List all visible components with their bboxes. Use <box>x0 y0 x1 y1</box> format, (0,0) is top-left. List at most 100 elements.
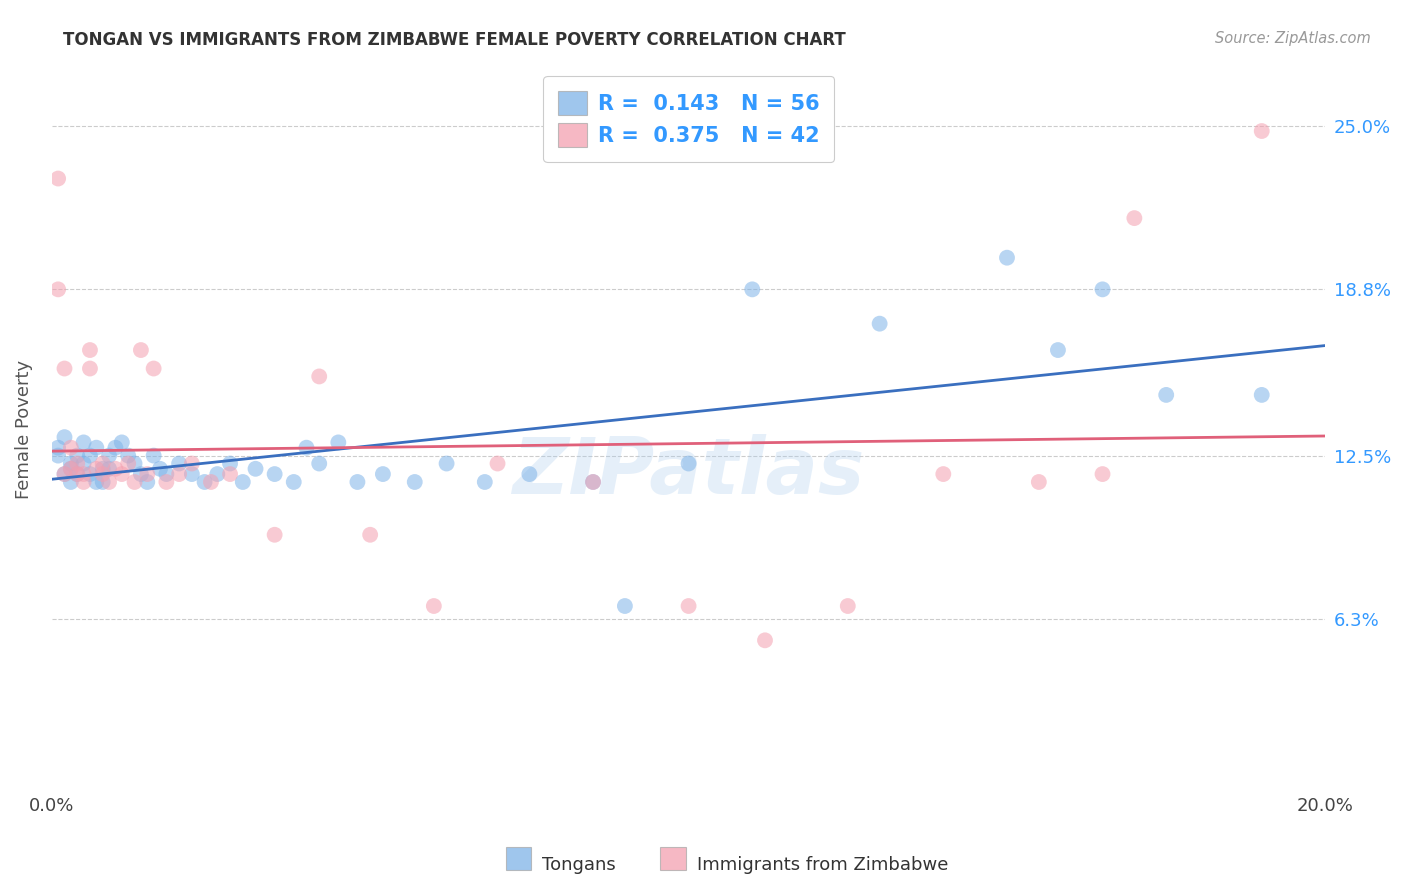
Point <box>46 171 69 186</box>
Point <box>194 475 217 489</box>
Point <box>98 475 121 489</box>
Point <box>678 457 700 471</box>
Point <box>486 457 509 471</box>
Point <box>53 430 76 444</box>
Point <box>346 475 368 489</box>
Point <box>104 462 127 476</box>
Legend: R =  0.143   N = 56, R =  0.375   N = 42: R = 0.143 N = 56, R = 0.375 N = 42 <box>543 77 834 161</box>
Point <box>613 599 636 613</box>
Point <box>308 369 330 384</box>
Point <box>741 282 763 296</box>
Point <box>79 467 101 481</box>
Point <box>1250 388 1272 402</box>
Point <box>86 441 108 455</box>
Point <box>104 441 127 455</box>
Point <box>582 475 605 489</box>
Point <box>423 599 446 613</box>
Point <box>72 435 94 450</box>
Point <box>167 467 190 481</box>
Text: Tongans: Tongans <box>543 856 616 874</box>
Point <box>837 599 859 613</box>
Point <box>79 343 101 357</box>
Point <box>59 457 82 471</box>
Point <box>72 457 94 471</box>
Point <box>1091 467 1114 481</box>
Point <box>1154 388 1177 402</box>
Point <box>136 467 159 481</box>
Point <box>1123 211 1146 226</box>
Point <box>91 462 114 476</box>
Point <box>371 467 394 481</box>
Point <box>124 457 146 471</box>
Point <box>53 467 76 481</box>
Point <box>91 475 114 489</box>
Point <box>53 467 76 481</box>
Point <box>72 467 94 481</box>
Point <box>232 475 254 489</box>
Point <box>436 457 458 471</box>
Point <box>180 457 202 471</box>
Point <box>59 441 82 455</box>
Point <box>53 361 76 376</box>
Point <box>98 449 121 463</box>
Point <box>149 462 172 476</box>
Point <box>1028 475 1050 489</box>
Point <box>142 449 165 463</box>
Point <box>1250 124 1272 138</box>
Point <box>359 528 381 542</box>
Point <box>245 462 267 476</box>
Point <box>754 633 776 648</box>
Point <box>46 282 69 296</box>
Point <box>46 449 69 463</box>
Point <box>1046 343 1069 357</box>
Point <box>207 467 229 481</box>
Point <box>66 467 89 481</box>
Point <box>79 361 101 376</box>
Point <box>167 457 190 471</box>
Text: ZIPatlas: ZIPatlas <box>512 434 865 510</box>
Point <box>295 441 318 455</box>
Point <box>995 251 1018 265</box>
Point <box>129 467 152 481</box>
Point <box>136 475 159 489</box>
Point <box>91 467 114 481</box>
Point <box>155 467 177 481</box>
Point <box>86 475 108 489</box>
Point <box>59 462 82 476</box>
Point <box>98 462 121 476</box>
Point <box>117 449 139 463</box>
Point <box>519 467 541 481</box>
Text: TONGAN VS IMMIGRANTS FROM ZIMBABWE FEMALE POVERTY CORRELATION CHART: TONGAN VS IMMIGRANTS FROM ZIMBABWE FEMAL… <box>63 31 846 49</box>
Point <box>219 457 242 471</box>
Point <box>66 467 89 481</box>
Point <box>263 528 285 542</box>
Point <box>72 475 94 489</box>
Point <box>59 462 82 476</box>
Point <box>219 467 242 481</box>
Y-axis label: Female Poverty: Female Poverty <box>15 359 32 499</box>
Point <box>678 599 700 613</box>
Point <box>155 475 177 489</box>
Point <box>582 475 605 489</box>
Point <box>404 475 426 489</box>
Point <box>111 467 134 481</box>
Point <box>474 475 496 489</box>
Point <box>79 449 101 463</box>
Point <box>283 475 305 489</box>
Point <box>129 343 152 357</box>
Point <box>1091 282 1114 296</box>
Point <box>66 449 89 463</box>
Point <box>91 457 114 471</box>
Text: Immigrants from Zimbabwe: Immigrants from Zimbabwe <box>697 856 949 874</box>
Point <box>142 361 165 376</box>
Point <box>46 441 69 455</box>
Point <box>308 457 330 471</box>
Point <box>124 475 146 489</box>
Point <box>111 435 134 450</box>
Point <box>66 457 89 471</box>
Text: Source: ZipAtlas.com: Source: ZipAtlas.com <box>1215 31 1371 46</box>
Point <box>328 435 350 450</box>
Point <box>932 467 955 481</box>
Point <box>86 462 108 476</box>
Point <box>200 475 222 489</box>
